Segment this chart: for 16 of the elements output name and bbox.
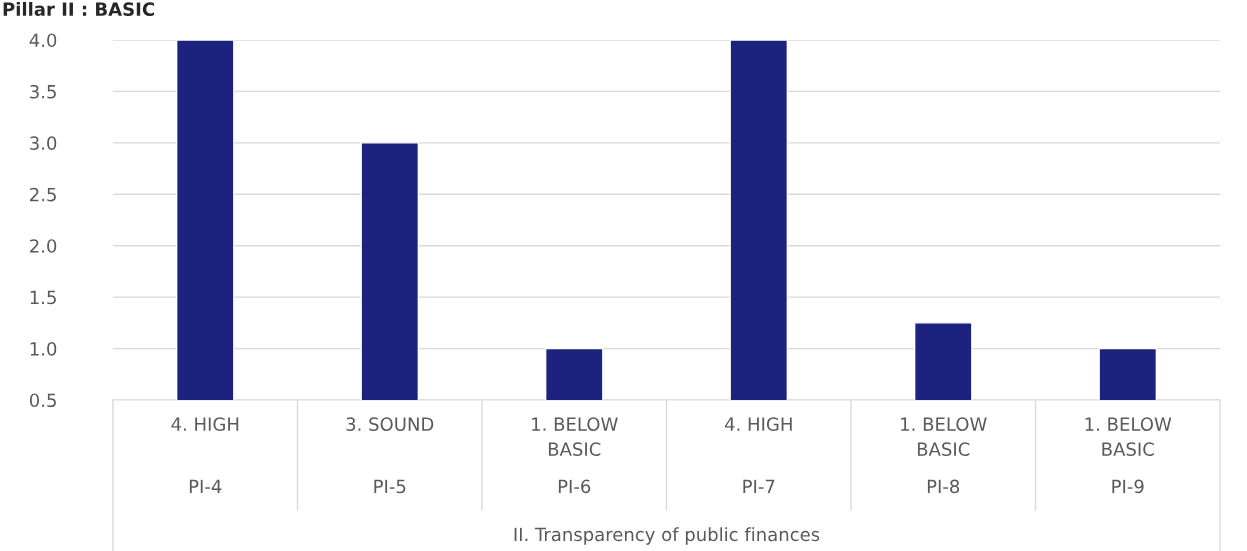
y-tick-label: 2.0 (30, 239, 57, 253)
y-tick-label: 4.0 (29, 33, 57, 48)
y-tick-label: 1.5 (30, 290, 56, 305)
category-label: 4. HIGH PI-7 (724, 417, 792, 493)
category-label: 3. SOUND PI-5 (346, 417, 434, 494)
category-label: 4. HIGH PI-4 (171, 417, 239, 493)
category-label: 1. BELOW BASIC PI-6 (532, 417, 618, 494)
text: II. Transparency of public finances (514, 527, 820, 545)
y-tick-label: 3.5 (30, 84, 56, 99)
category-label: 1. BELOW BASIC PI-9 (1085, 417, 1172, 494)
category-label: 1. BELOW BASIC PI-8 (901, 417, 987, 494)
y-tick-label: 1.0 (30, 342, 57, 356)
y-tick-label: 3.0 (30, 136, 57, 150)
chart-title: Pillar II : BASIC (3, 2, 154, 16)
y-tick-label: 2.5 (30, 187, 56, 202)
y-tick-label: 0.5 (29, 393, 56, 408)
